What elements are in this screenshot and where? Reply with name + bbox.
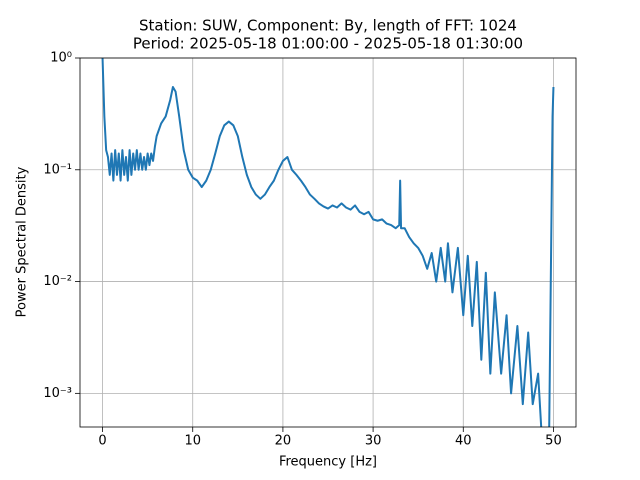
chart-subtitle: Period: 2025-05-18 01:00:00 - 2025-05-18… <box>133 35 523 53</box>
x-tick-label: 0 <box>98 434 106 449</box>
chart-title: Station: SUW, Component: By, length of F… <box>139 17 517 35</box>
x-tick-label: 40 <box>455 434 472 449</box>
x-tick-label: 50 <box>545 434 562 449</box>
y-axis-label: Power Spectral Density <box>15 166 30 317</box>
y-tick-label: 10⁰ <box>50 51 72 66</box>
plot-frame <box>79 57 577 428</box>
y-tick-label: 10⁻³ <box>43 386 72 401</box>
y-tick-label: 10⁻¹ <box>43 162 72 177</box>
y-tick-label: 10⁻² <box>43 274 72 289</box>
x-tick-label: 20 <box>275 434 292 449</box>
data-line <box>101 58 555 427</box>
x-tick-label: 30 <box>365 434 382 449</box>
x-axis-label: Frequency [Hz] <box>279 455 377 470</box>
x-tick-label: 10 <box>184 434 201 449</box>
